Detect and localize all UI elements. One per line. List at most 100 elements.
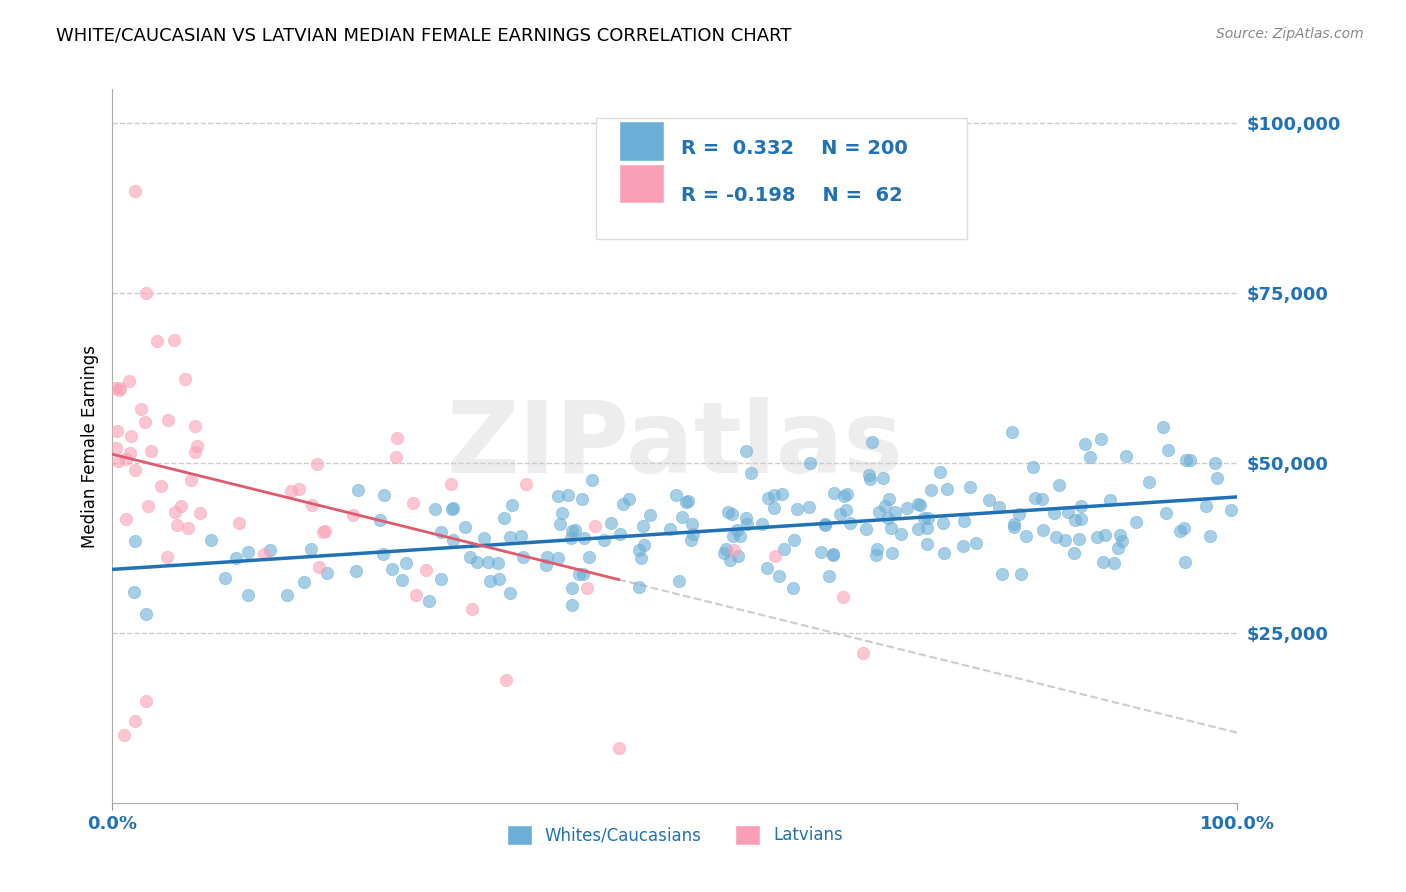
Point	[734, 510, 756, 524]
Point	[936, 482, 959, 496]
Point	[865, 548, 887, 562]
Point	[772, 542, 794, 557]
Point	[536, 550, 558, 565]
Point	[1168, 524, 1191, 538]
Point	[912, 511, 935, 525]
Point	[461, 602, 484, 616]
Point	[441, 501, 464, 516]
Point	[370, 513, 392, 527]
Text: WHITE/CAUCASIAN VS LATVIAN MEDIAN FEMALE EARNINGS CORRELATION CHART: WHITE/CAUCASIAN VS LATVIAN MEDIAN FEMALE…	[56, 27, 792, 45]
Point	[104, 381, 127, 395]
Point	[415, 563, 437, 577]
Point	[1085, 530, 1108, 544]
Point	[561, 582, 583, 596]
Point	[423, 502, 446, 516]
Point	[107, 425, 129, 439]
Point	[373, 488, 395, 502]
Point	[149, 479, 172, 493]
Point	[675, 495, 697, 509]
Point	[735, 443, 758, 458]
Point	[721, 507, 744, 521]
Point	[108, 381, 131, 395]
Legend: Whites/Caucasians, Latvians: Whites/Caucasians, Latvians	[501, 818, 849, 852]
Point	[928, 466, 950, 480]
Point	[1107, 541, 1129, 555]
Text: ZIPatlas: ZIPatlas	[447, 398, 903, 494]
Point	[1109, 528, 1132, 542]
Point	[1102, 556, 1125, 570]
Point	[443, 533, 465, 548]
Point	[288, 482, 311, 496]
Point	[671, 509, 693, 524]
Point	[547, 550, 569, 565]
Point	[299, 541, 322, 556]
Point	[786, 501, 808, 516]
Point	[108, 383, 131, 397]
Point	[157, 413, 180, 427]
Point	[977, 492, 1000, 507]
Point	[880, 521, 903, 535]
Point	[486, 556, 509, 570]
Point	[583, 519, 606, 533]
Point	[114, 512, 136, 526]
Point	[908, 498, 931, 512]
Point	[253, 547, 276, 561]
Point	[756, 491, 779, 506]
Point	[799, 456, 821, 470]
Point	[1157, 442, 1180, 457]
Point	[668, 574, 690, 588]
Point	[810, 545, 832, 559]
Point	[762, 488, 785, 502]
Point	[783, 533, 806, 548]
Point	[932, 545, 955, 559]
Point	[868, 505, 890, 519]
Point	[628, 543, 651, 558]
Point	[314, 524, 336, 538]
Point	[280, 483, 302, 498]
Point	[499, 530, 522, 544]
Point	[135, 286, 157, 301]
Point	[599, 516, 621, 531]
Point	[557, 488, 579, 502]
Point	[460, 550, 482, 565]
Point	[882, 546, 904, 560]
Point	[395, 556, 418, 570]
Point	[146, 334, 169, 348]
Point	[1156, 506, 1178, 520]
Point	[560, 531, 582, 545]
Point	[631, 519, 654, 533]
Point	[177, 521, 200, 535]
Point	[107, 454, 129, 468]
Point	[873, 499, 896, 513]
Point	[184, 418, 207, 433]
Point	[877, 491, 900, 506]
Point	[308, 559, 330, 574]
Point	[728, 529, 751, 543]
Point	[495, 673, 517, 688]
Point	[139, 444, 162, 458]
Point	[917, 511, 939, 525]
Point	[1125, 515, 1147, 529]
Point	[782, 582, 804, 596]
Point	[165, 504, 187, 518]
Point	[855, 522, 877, 536]
Point	[987, 500, 1010, 515]
Point	[305, 457, 328, 471]
Point	[124, 463, 146, 477]
Point	[129, 401, 152, 416]
Point	[135, 607, 157, 621]
Point	[118, 375, 141, 389]
Point	[865, 541, 887, 556]
Point	[1063, 545, 1085, 559]
Point	[1032, 524, 1054, 538]
Point	[134, 415, 156, 429]
Point	[163, 333, 186, 347]
Point	[1070, 512, 1092, 526]
Point	[228, 516, 250, 530]
Point	[907, 522, 929, 536]
Point	[821, 547, 844, 561]
Point	[385, 450, 408, 465]
Point	[678, 494, 700, 508]
Point	[1091, 556, 1114, 570]
Point	[454, 520, 477, 534]
